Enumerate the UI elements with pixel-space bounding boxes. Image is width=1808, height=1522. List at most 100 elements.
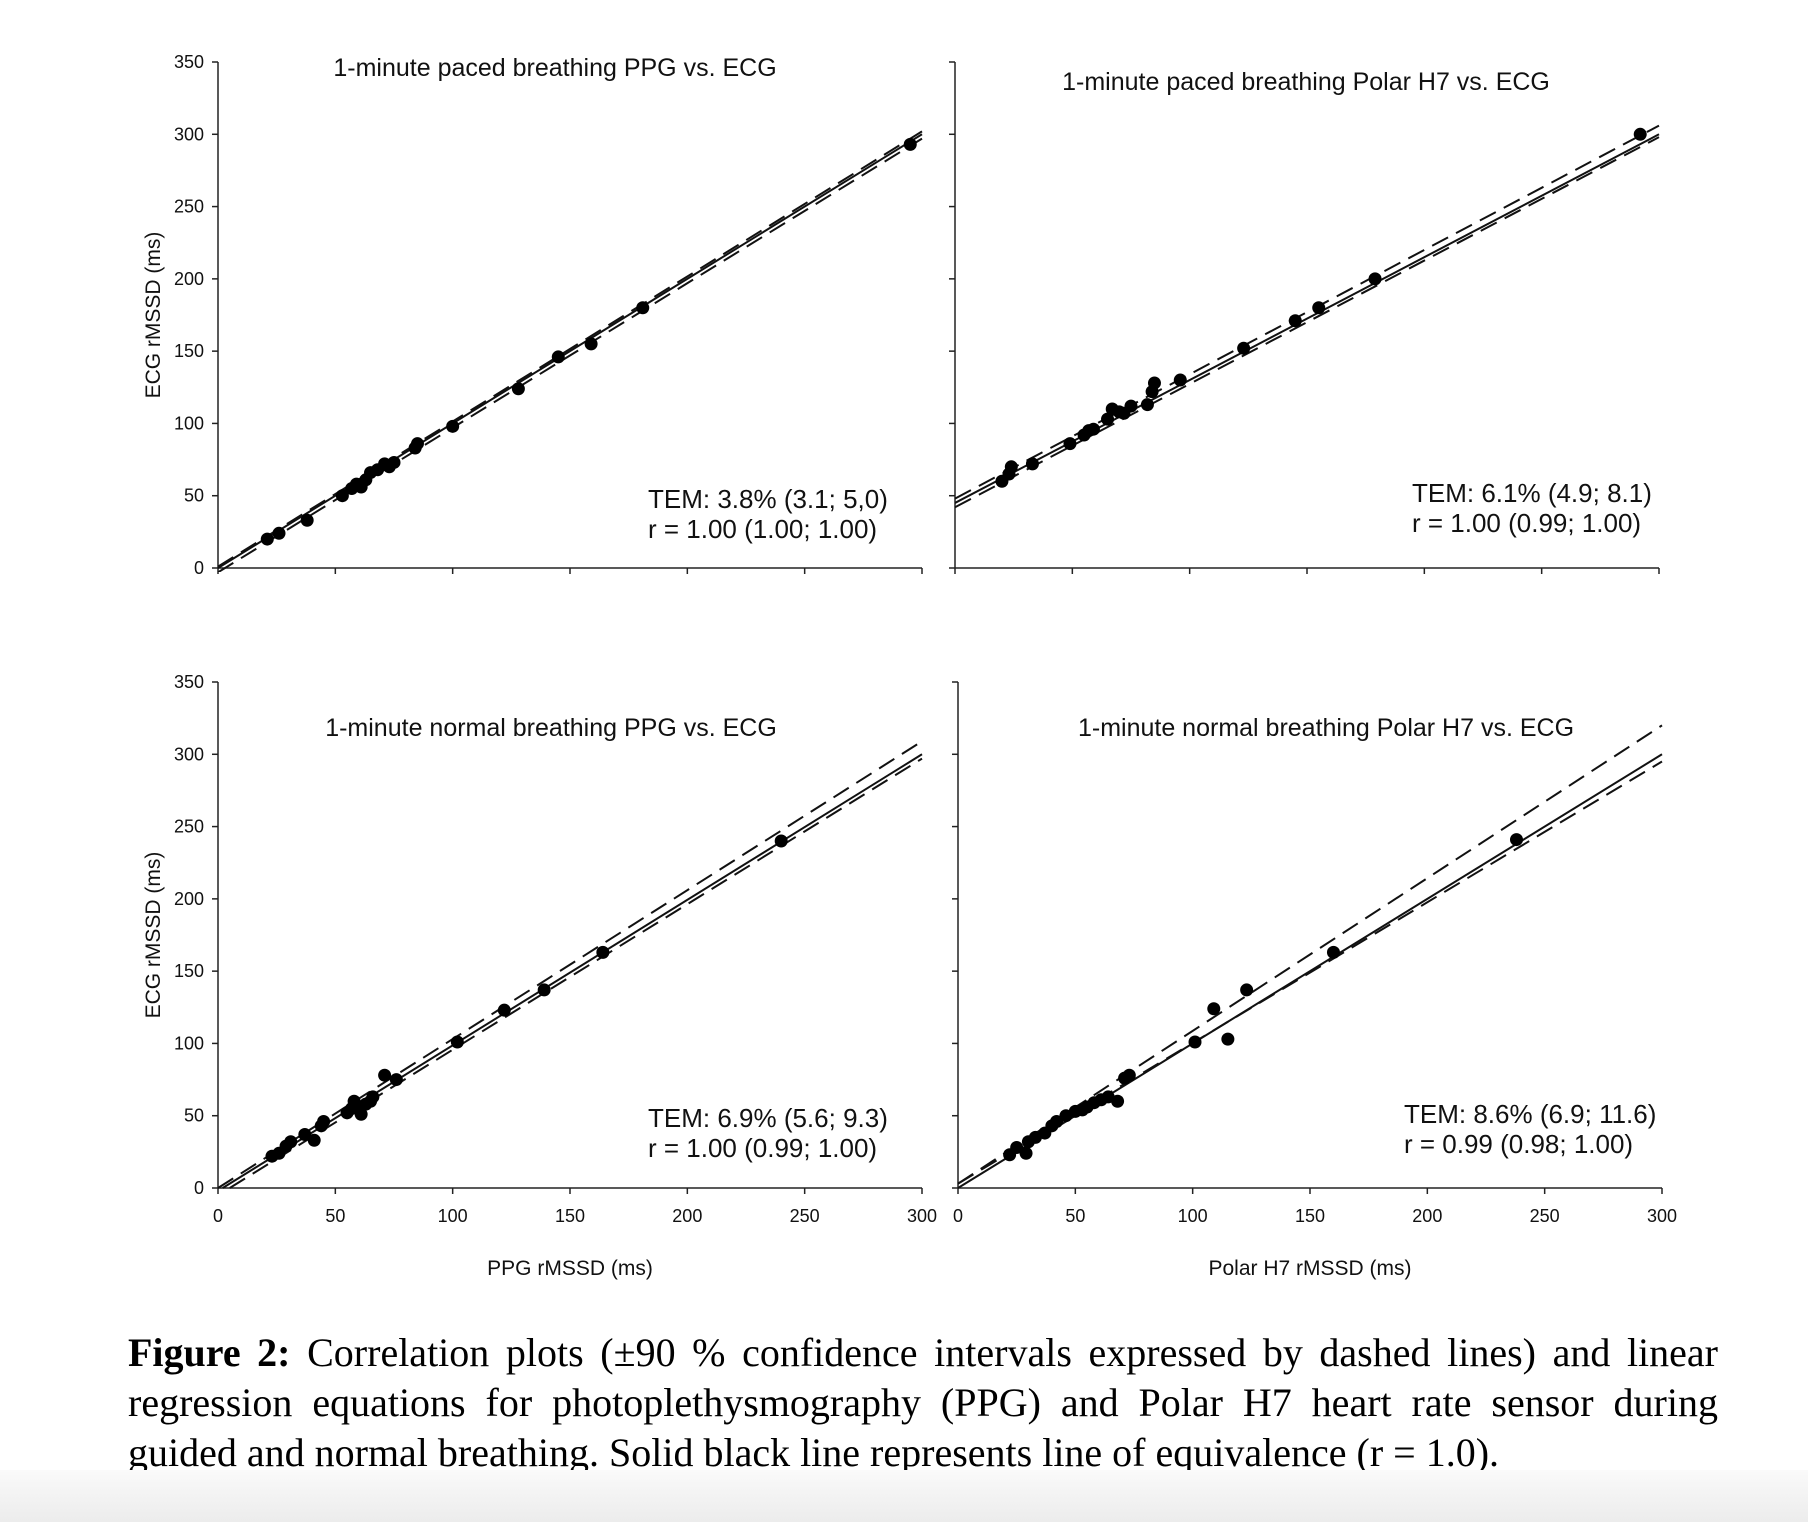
data-point [1207,1002,1221,1016]
y-tick-label: 0 [194,558,204,578]
y-tick-label: 300 [174,124,204,144]
data-point [1312,301,1326,315]
data-point [410,437,424,451]
r-annotation: r = 1.00 (0.99; 1.00) [648,1133,877,1163]
caption-label: Figure 2: [128,1330,291,1375]
tem-annotation: TEM: 6.9% (5.6; 9.3) [648,1103,888,1133]
x-tick-label: 50 [325,1206,345,1226]
tem-annotation: TEM: 6.1% (4.9; 8.1) [1412,478,1652,508]
data-point [1004,460,1018,474]
data-point [903,137,917,151]
data-point [272,526,286,540]
data-point [1122,1068,1136,1082]
chart-panel-4: 0 50 100 150 200 250 300 Polar H7 rMSSD (ms) 1-m… [952,681,1677,1280]
x-tick-label: 150 [1295,1206,1325,1226]
x-axis-label: Polar H7 rMSSD (ms) [1208,1257,1411,1280]
y-tick-label: 200 [174,889,204,909]
line-of-equivalence [217,133,923,569]
data-point [1111,1094,1125,1108]
x-tick-label: 150 [555,1206,585,1226]
y-tick-label: 200 [174,269,204,289]
panel-title: 1-minute paced breathing PPG vs. ECG [333,54,776,82]
x-tick-label: 0 [953,1206,963,1226]
data-point [1173,373,1187,387]
data-point [1288,314,1302,328]
data-point [387,455,401,469]
data-point [1025,457,1039,471]
data-point [335,489,349,503]
line-of-equivalence [954,133,1660,504]
x-tick-label: 300 [907,1206,937,1226]
x-tick-label: 100 [438,1206,468,1226]
data-point [317,1114,331,1128]
ci-upper-dashed-line [954,124,1660,500]
data-point [1510,833,1524,847]
data-point [596,945,610,959]
data-point [1237,341,1251,355]
data-point [1221,1032,1235,1046]
ci-upper-dashed-line [217,130,923,568]
x-tick-label: 200 [1412,1206,1442,1226]
x-tick-label: 100 [1178,1206,1208,1226]
data-point [1101,412,1115,426]
line-of-equivalence [222,753,923,1189]
data-point [446,419,460,433]
y-tick-label: 100 [174,1033,204,1053]
x-tick-label: 0 [213,1206,223,1226]
reference-lines [217,130,923,572]
chart-panel-1: 0 50 100 150 200 250 300 350 ECG rMSSD (ms) 1-min… [142,52,923,578]
x-axis-label: PPG rMSSD (ms) [487,1257,653,1280]
reference-lines [954,124,1660,509]
tem-annotation: TEM: 8.6% (6.9; 11.6) [1404,1099,1656,1129]
y-axis-label: ECG rMSSD (ms) [142,232,165,399]
y-tick-label: 300 [174,744,204,764]
y-tick-label: 50 [184,1106,204,1126]
data-point [1368,272,1382,286]
x-tick-label: 250 [790,1206,820,1226]
y-tick-label: 150 [174,341,204,361]
data-point [1063,437,1077,451]
panel-title: 1-minute paced breathing Polar H7 vs. EC… [1062,68,1550,96]
data-point [1326,945,1340,959]
ci-upper-dashed-line [217,740,923,1189]
data-point [1633,127,1647,141]
data-point [584,337,598,351]
data-point [284,1135,298,1149]
y-tick-label: 350 [174,672,204,692]
data-point [1050,1114,1064,1128]
ci-lower-dashed-line [217,137,923,572]
x-tick-label: 50 [1065,1206,1085,1226]
x-tick-label: 250 [1530,1206,1560,1226]
y-tick-label: 250 [174,197,204,217]
panel-title: 1-minute normal breathing PPG vs. ECG [325,714,777,742]
data-point [378,1068,392,1082]
data-point [389,1073,403,1087]
y-tick-label: 250 [174,817,204,837]
data-point [307,1133,321,1147]
r-annotation: r = 1.00 (1.00; 1.00) [648,514,877,544]
data-point [450,1035,464,1049]
y-tick-label: 150 [174,961,204,981]
data-point [260,532,274,546]
r-annotation: r = 1.00 (0.99; 1.00) [1412,508,1641,538]
x-tick-label: 200 [672,1206,702,1226]
y-tick-label: 50 [184,486,204,506]
y-axis-label: ECG rMSSD (ms) [142,852,165,1019]
data-point [1140,398,1154,412]
ci-lower-dashed-line [954,136,1660,509]
data-point [1010,1141,1024,1155]
r-annotation: r = 0.99 (0.98; 1.00) [1404,1129,1633,1159]
data-point [1086,422,1100,436]
bottom-bar [0,1470,1808,1522]
data-point [537,983,551,997]
data-point [551,350,565,364]
x-tick-label: 300 [1647,1206,1677,1226]
chart-panel-2: 1-minute paced breathing Polar H7 vs. EC… [949,61,1660,574]
chart-panel-3: 0 50 100 150 200 250 300 350 0 50 100 150 200 250 300 E… [142,672,937,1280]
figure-caption: Figure 2: Correlation plots (±90 % confi… [128,1328,1718,1478]
panel-title: 1-minute normal breathing Polar H7 vs. E… [1078,714,1574,742]
caption-text: Correlation plots (±90 % confidence inte… [128,1330,1719,1475]
tem-annotation: TEM: 3.8% (3.1; 5,0) [648,484,888,514]
y-tick-label: 0 [194,1178,204,1198]
